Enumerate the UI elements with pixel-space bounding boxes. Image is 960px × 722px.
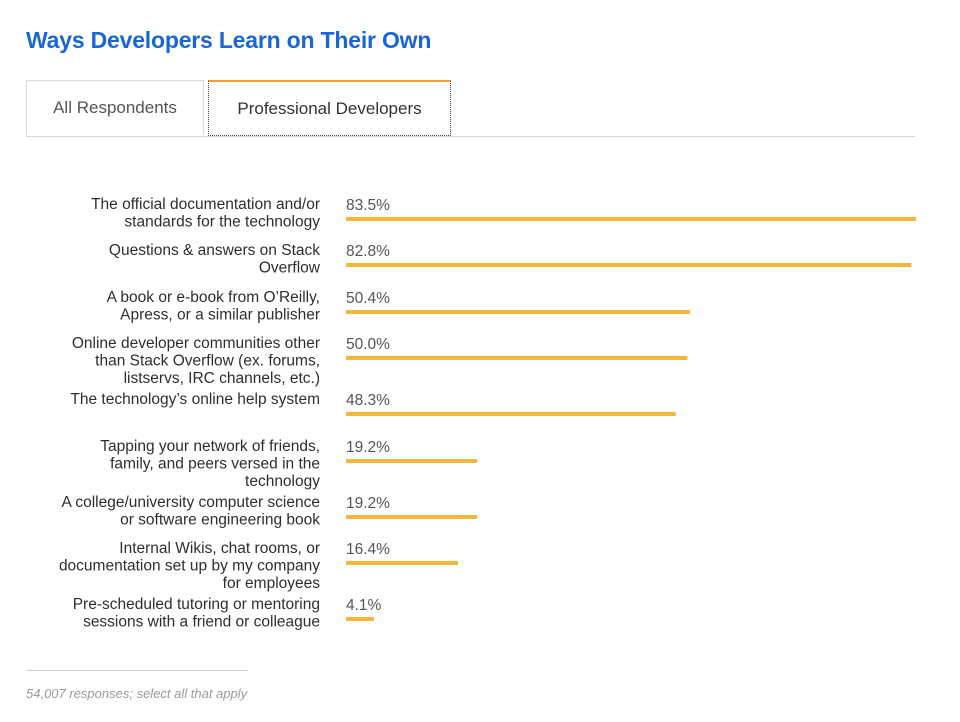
bar-row: A book or e-book from O’Reilly,Apress, o… xyxy=(107,289,691,324)
value-label: 4.1% xyxy=(346,597,382,614)
category-label: Pre-scheduled tutoring or mentoring xyxy=(73,596,320,613)
bar-row: The technology’s online help system 48.3% xyxy=(70,391,676,416)
value-label: 19.2% xyxy=(346,495,390,512)
category-label: or software engineering book xyxy=(120,512,320,529)
category-label: family, and peers versed in the xyxy=(110,456,320,473)
bar-row: Internal Wikis, chat rooms, ordocumentat… xyxy=(59,540,458,592)
bar xyxy=(346,310,691,314)
tab-bar: All Respondents Professional Developers xyxy=(26,80,915,137)
category-label: documentation set up by my company xyxy=(59,558,320,575)
bar-row: A college/university computer scienceor … xyxy=(62,494,478,529)
category-label: The technology’s online help system xyxy=(70,391,320,408)
bar xyxy=(346,561,458,565)
category-label: A college/university computer science xyxy=(62,494,320,511)
category-label: listservs, IRC channels, etc.) xyxy=(124,370,320,387)
footnote: 54,007 responses; select all that apply xyxy=(26,686,248,701)
bar-row: Tapping your network of friends,family, … xyxy=(100,438,478,490)
bar-row: The official documentation and/orstandar… xyxy=(91,196,916,231)
category-label: The official documentation and/or xyxy=(91,196,320,213)
category-label: Overflow xyxy=(259,260,321,277)
bar xyxy=(346,459,478,463)
value-label: 19.2% xyxy=(346,439,390,456)
category-label: Internal Wikis, chat rooms, or xyxy=(119,540,320,557)
bar xyxy=(346,617,374,621)
tab-all-respondents[interactable]: All Respondents xyxy=(26,80,204,135)
value-label: 16.4% xyxy=(346,541,390,558)
category-label: Online developer communities other xyxy=(72,335,320,352)
category-label: Tapping your network of friends, xyxy=(100,438,320,455)
value-label: 50.4% xyxy=(346,290,390,307)
bar xyxy=(346,356,688,360)
category-label: standards for the technology xyxy=(124,214,320,231)
category-label: than Stack Overflow (ex. forums, xyxy=(95,353,320,370)
value-label: 82.8% xyxy=(346,243,390,260)
value-label: 48.3% xyxy=(346,392,390,409)
footer-divider xyxy=(26,670,248,671)
bar xyxy=(346,217,916,221)
page-title: Ways Developers Learn on Their Own xyxy=(26,27,432,53)
value-label: 83.5% xyxy=(346,197,390,214)
category-label: sessions with a friend or colleague xyxy=(83,614,320,631)
bar xyxy=(346,412,676,416)
bar xyxy=(346,263,912,267)
category-label: A book or e-book from O’Reilly, xyxy=(107,289,320,306)
category-label: Questions & answers on Stack xyxy=(109,242,320,259)
category-label: for employees xyxy=(223,575,321,592)
category-label: technology xyxy=(245,473,320,490)
bar-row: Pre-scheduled tutoring or mentoringsessi… xyxy=(73,596,382,631)
tab-professional-developers[interactable]: Professional Developers xyxy=(208,80,451,136)
category-label: Apress, or a similar publisher xyxy=(120,307,320,324)
bar xyxy=(346,515,478,519)
value-label: 50.0% xyxy=(346,336,390,353)
